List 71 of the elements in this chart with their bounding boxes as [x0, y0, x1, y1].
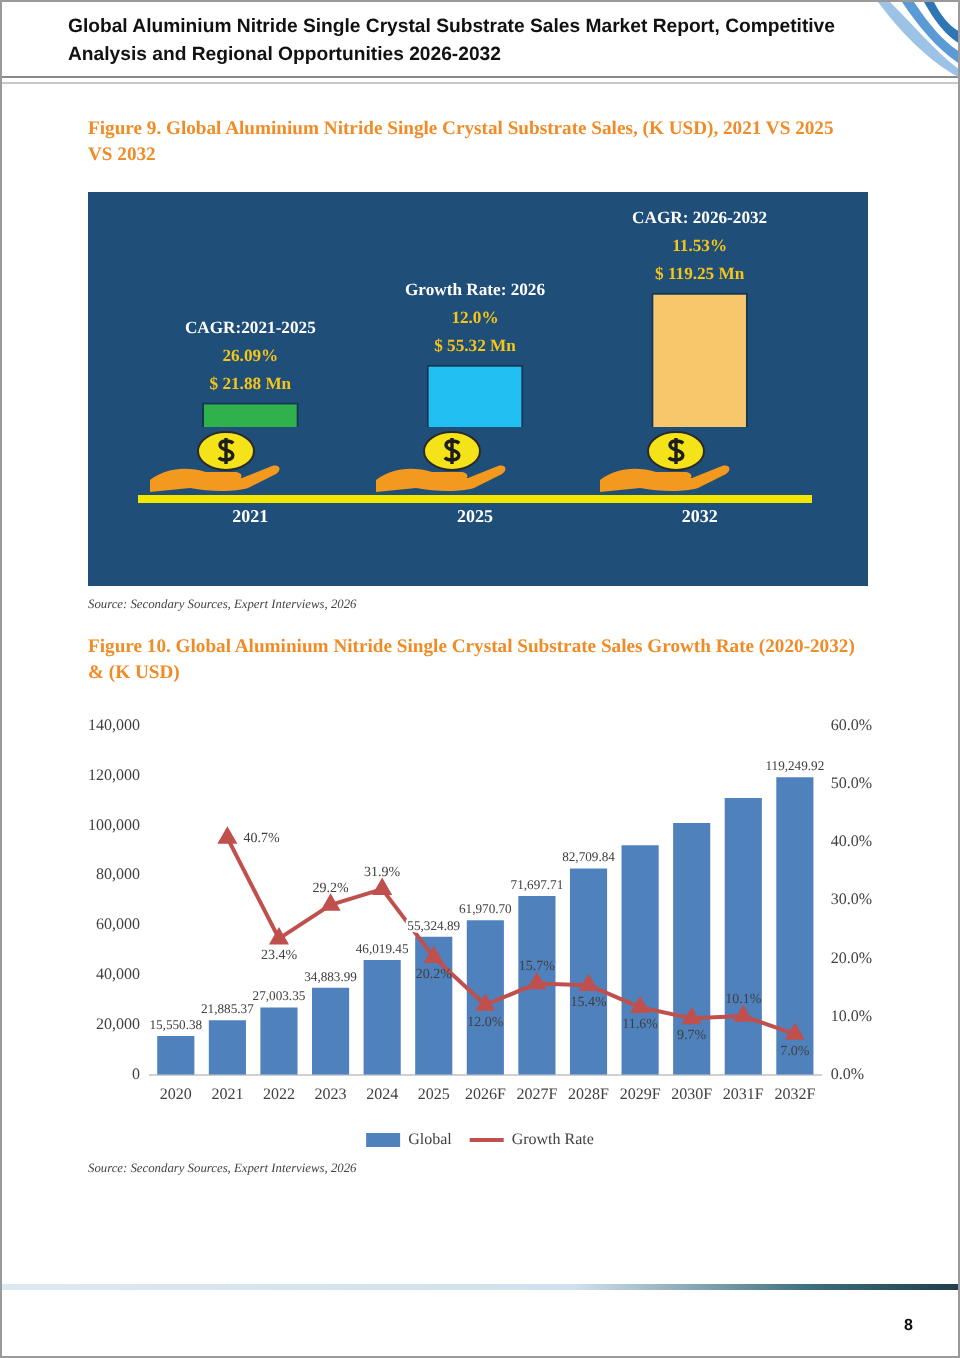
x-tick-label: 2025: [457, 506, 494, 527]
y2-tick-label: 20.0%: [830, 948, 873, 967]
point: [528, 973, 546, 990]
bar: [569, 868, 608, 1075]
point: [631, 997, 649, 1014]
bar: [621, 845, 659, 1075]
x-tick-label: 2027F: [516, 1084, 559, 1103]
y-tick-label: 20,000: [96, 1015, 140, 1034]
chart-subtitle: Figure 9. Global Aluminium Nitride Single Crystal Substrate Sales, (K USD), 2021 VS 2025 VS 2032: [88, 118, 836, 168]
annotation: 12.0%: [451, 307, 499, 328]
y2-tick-label: 60.0%: [830, 715, 873, 734]
y2-tick-label: 50.0%: [830, 773, 873, 792]
point: [683, 1008, 701, 1025]
y-tick-label: 80,000: [96, 865, 140, 884]
point: [321, 895, 340, 911]
text: 8: [904, 1316, 913, 1336]
bar: [518, 895, 556, 1075]
bar: [673, 822, 711, 1075]
y2-tick-label: 40.0%: [830, 832, 873, 851]
x-tick-label: 2029F: [619, 1084, 662, 1103]
bar: [157, 1036, 195, 1075]
y-tick-label: 60,000: [96, 915, 140, 934]
point: [786, 1024, 804, 1040]
x-tick-label: 2026F: [464, 1084, 507, 1103]
legend-label: Growth Rate: [511, 1130, 595, 1149]
bar: [724, 797, 762, 1075]
legend-label: Global: [408, 1130, 454, 1149]
chart-title: Global Aluminium Nitride Single Crystal Substrate Sales Market Report, Competitive Analysis and Regional Opportunities 2026-2032: [68, 14, 837, 70]
chart-title: Figure 10. Global Aluminium Nitride Single Crystal Substrate Sales Growth Rate (2020-2032) & (K USD): [88, 636, 857, 686]
x-tick-label: 2030F: [671, 1084, 714, 1103]
bar: [208, 1020, 246, 1075]
bar: [415, 936, 453, 1075]
x-tick-label: 2025: [417, 1084, 450, 1103]
y2-tick-label: 0.0%: [830, 1064, 865, 1083]
y-tick-label: 40,000: [96, 965, 140, 984]
text: CAGR: 2026-2032: [632, 207, 768, 228]
bar: [260, 1007, 298, 1075]
annotation: Growth Rate: 2026: [404, 279, 547, 300]
bar: [466, 920, 504, 1075]
y-tick-label: 0: [132, 1064, 140, 1083]
point: [579, 975, 598, 991]
point: [425, 947, 443, 964]
bar: [363, 960, 401, 1075]
x-tick-label: 2020: [159, 1084, 192, 1103]
point: [218, 828, 236, 844]
text: 11.53%: [672, 235, 728, 256]
x-tick-label: 2031F: [722, 1084, 765, 1103]
point: [270, 929, 288, 945]
x-tick-label: 2028F: [568, 1084, 611, 1103]
bar: [311, 987, 350, 1075]
point: [734, 1006, 752, 1022]
point: [476, 995, 494, 1011]
annotation: 26.09%: [222, 344, 279, 365]
y-tick-label: 100,000: [88, 815, 140, 834]
x-tick-label: 2022: [262, 1084, 295, 1103]
point: [373, 879, 391, 895]
y2-tick-label: 10.0%: [830, 1006, 873, 1025]
y-tick-label: 140,000: [88, 715, 140, 734]
x-tick-label: 2021: [211, 1084, 244, 1103]
x-tick-label: 2023: [314, 1084, 347, 1103]
annotation: CAGR:2021-2025: [184, 316, 316, 337]
x-tick-label: 2021: [232, 506, 270, 527]
x-tick-label: 2032: [681, 506, 719, 527]
x-tick-label: 2032F: [774, 1084, 817, 1103]
y-tick-label: 120,000: [88, 765, 140, 784]
y2-tick-label: 30.0%: [830, 890, 873, 909]
data-label: $ 55.32 Mn: [434, 335, 517, 356]
x-tick-label: 2024: [366, 1084, 399, 1103]
data-label: $ 21.88 Mn: [209, 372, 292, 393]
data-label: $ 119.25 Mn: [655, 263, 745, 284]
bar: [776, 777, 814, 1075]
